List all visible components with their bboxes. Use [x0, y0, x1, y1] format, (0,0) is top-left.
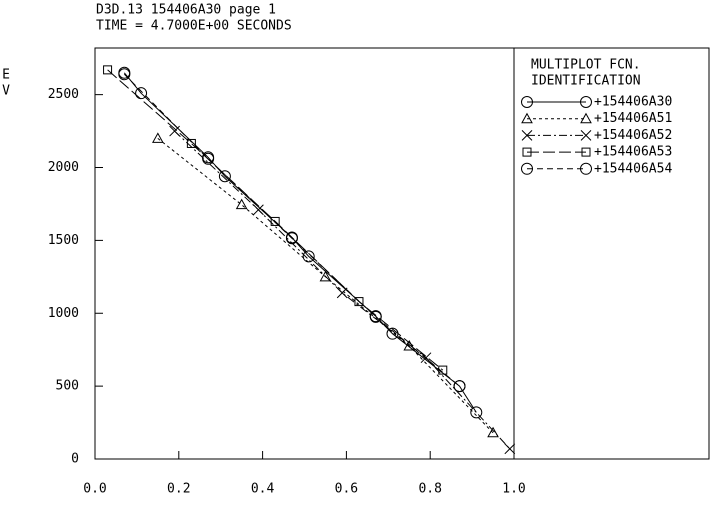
marker — [453, 380, 466, 393]
marker — [438, 365, 448, 375]
legend-label: +154406A54 — [594, 161, 672, 176]
x-tick-label: 0.2 — [167, 482, 190, 497]
y-tick-label: 500 — [56, 379, 79, 394]
marker — [521, 130, 533, 141]
marker — [270, 216, 280, 226]
marker — [302, 250, 315, 263]
marker — [354, 297, 364, 307]
y-tick-label: 2500 — [48, 87, 79, 102]
y-axis-label: V — [2, 84, 10, 99]
x-tick-label: 1.0 — [502, 482, 525, 497]
marker — [403, 340, 416, 351]
x-tick-label: 0.6 — [335, 482, 358, 497]
marker — [521, 96, 533, 108]
legend-title: MULTIPLOT FCN. — [531, 58, 641, 73]
marker — [152, 132, 164, 143]
marker — [202, 152, 215, 165]
marker — [470, 406, 483, 419]
marker — [118, 68, 131, 81]
marker — [186, 138, 196, 148]
chart-subtitle: TIME = 4.7000E+00 SECONDS — [96, 19, 292, 34]
legend-label: +154406A51 — [594, 111, 672, 126]
marker — [336, 287, 348, 299]
y-axis-label: E — [2, 68, 10, 83]
marker — [487, 426, 499, 438]
marker — [285, 232, 298, 245]
marker — [504, 443, 516, 455]
legend-label: +154406A53 — [594, 145, 672, 160]
series-line — [107, 69, 444, 371]
marker — [253, 204, 264, 216]
marker — [522, 147, 532, 157]
y-tick-label: 1000 — [48, 306, 79, 321]
chart-title: D3D.13 154406A30 page 1 — [96, 3, 276, 18]
series-line — [123, 73, 460, 387]
marker — [580, 162, 592, 175]
legend-label: +154406A30 — [594, 95, 672, 110]
x-tick-label: 0.4 — [251, 482, 275, 497]
marker — [103, 65, 113, 75]
marker — [580, 130, 592, 141]
marker — [521, 112, 533, 124]
marker — [580, 112, 592, 124]
marker — [521, 162, 533, 175]
marker — [218, 170, 231, 183]
x-tick-label: 0.8 — [418, 482, 441, 497]
marker — [581, 147, 591, 157]
legend-title: IDENTIFICATION — [531, 74, 641, 89]
legend-frame — [513, 47, 710, 460]
y-tick-label: 1500 — [48, 233, 79, 248]
y-tick-label: 2000 — [48, 160, 79, 175]
marker — [580, 96, 592, 108]
marker — [420, 352, 432, 364]
marker — [235, 198, 248, 210]
marker — [135, 87, 148, 100]
legend-label: +154406A52 — [594, 128, 672, 143]
y-tick-label: 0 — [71, 452, 79, 467]
marker — [319, 270, 332, 282]
marker — [369, 310, 382, 323]
x-tick-label: 0.0 — [83, 482, 106, 497]
